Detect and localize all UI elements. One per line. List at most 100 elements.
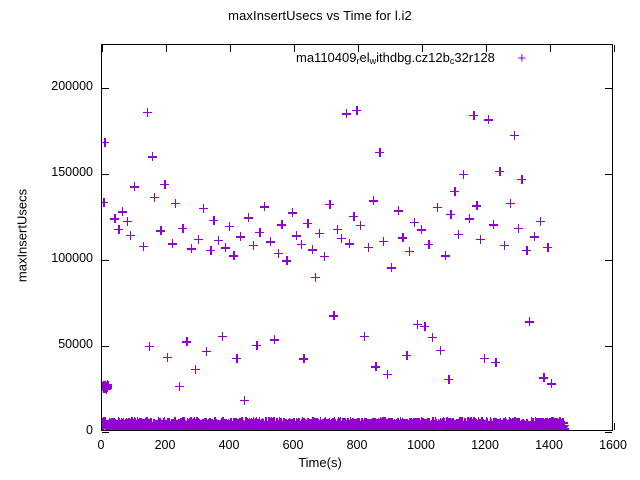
data-point: [259, 421, 269, 430]
data-point: [268, 421, 278, 430]
data-point: [519, 419, 529, 429]
data-point: [218, 420, 228, 430]
data-point: [307, 418, 317, 428]
data-point: [178, 417, 188, 427]
data-point: [494, 423, 504, 430]
data-point: [398, 418, 408, 428]
data-point: [239, 420, 249, 430]
data-point: [335, 424, 345, 430]
data-point: [288, 422, 298, 430]
data-point: [453, 229, 463, 239]
data-point: [146, 420, 156, 430]
data-point: [305, 420, 315, 430]
data-point: [149, 420, 159, 430]
data-point: [235, 417, 245, 427]
data-point: [177, 422, 187, 430]
data-point: [302, 421, 312, 430]
data-point: [463, 421, 473, 430]
y-tick-label-100000: 100000: [51, 251, 93, 265]
data-point: [481, 422, 491, 430]
data-point: [338, 418, 348, 428]
data-point: [302, 420, 312, 430]
data-point: [479, 420, 489, 430]
data-point: [143, 422, 153, 430]
data-point: [287, 208, 297, 218]
data-point: [352, 420, 362, 430]
data-point: [527, 421, 537, 430]
data-point: [503, 421, 513, 430]
data-point: [102, 423, 112, 430]
data-point: [201, 421, 211, 430]
data-point: [410, 424, 420, 430]
data-point: [175, 421, 185, 430]
data-point: [518, 420, 528, 430]
data-point: [120, 423, 130, 430]
data-point: [522, 418, 532, 428]
data-point: [502, 420, 512, 430]
data-point: [557, 424, 567, 430]
data-point: [450, 186, 460, 196]
data-point: [309, 417, 319, 427]
data-point: [474, 420, 484, 430]
data-point: [339, 421, 349, 430]
data-point: [213, 421, 223, 430]
data-point: [253, 420, 263, 430]
data-point: [317, 424, 327, 430]
data-point: [482, 421, 492, 430]
data-point: [147, 422, 157, 430]
data-point: [309, 419, 319, 429]
data-point: [122, 420, 132, 430]
data-point: [318, 420, 328, 430]
data-point: [508, 417, 518, 427]
data-point: [127, 421, 137, 430]
data-point: [438, 419, 448, 429]
data-point: [167, 421, 177, 430]
data-point: [283, 420, 293, 430]
data-point: [550, 417, 560, 427]
data-point: [130, 418, 140, 428]
data-point: [155, 420, 165, 430]
data-point: [304, 420, 314, 430]
data-point: [112, 420, 122, 430]
data-point: [190, 418, 200, 428]
data-point: [148, 422, 158, 430]
data-point: [276, 421, 286, 430]
data-point: [375, 148, 385, 157]
data-point: [132, 421, 142, 430]
data-point: [405, 418, 415, 428]
data-point: [449, 423, 459, 430]
data-point: [420, 422, 430, 430]
data-point: [484, 422, 494, 430]
data-point: [520, 422, 530, 430]
data-point: [192, 417, 202, 427]
data-point: [395, 418, 405, 428]
data-point: [148, 419, 158, 429]
data-point: [226, 420, 236, 430]
data-point: [422, 423, 432, 430]
data-point: [396, 421, 406, 430]
data-point: [289, 421, 299, 430]
data-point: [188, 420, 198, 430]
data-point: [118, 420, 128, 430]
data-point: [281, 424, 291, 430]
data-point: [412, 421, 422, 430]
data-point: [383, 421, 393, 430]
data-point: [496, 421, 506, 430]
data-point: [498, 421, 508, 430]
data-point: [536, 420, 546, 430]
data-point: [342, 419, 352, 429]
data-point: [442, 419, 452, 429]
data-point: [344, 239, 354, 249]
data-point: [386, 417, 396, 427]
data-point: [119, 419, 129, 429]
data-point: [315, 421, 325, 430]
data-point: [109, 423, 119, 430]
data-point: [392, 421, 402, 430]
data-point: [505, 420, 515, 430]
data-point: [103, 420, 113, 430]
data-point: [308, 417, 318, 427]
page-title: maxInsertUsecs vs Time for l.i2: [228, 8, 412, 23]
data-point: [486, 421, 496, 430]
data-point: [559, 422, 569, 430]
data-point: [205, 422, 215, 430]
